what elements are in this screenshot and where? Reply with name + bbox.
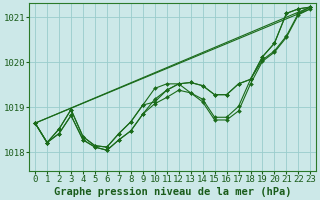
X-axis label: Graphe pression niveau de la mer (hPa): Graphe pression niveau de la mer (hPa) (54, 186, 292, 197)
